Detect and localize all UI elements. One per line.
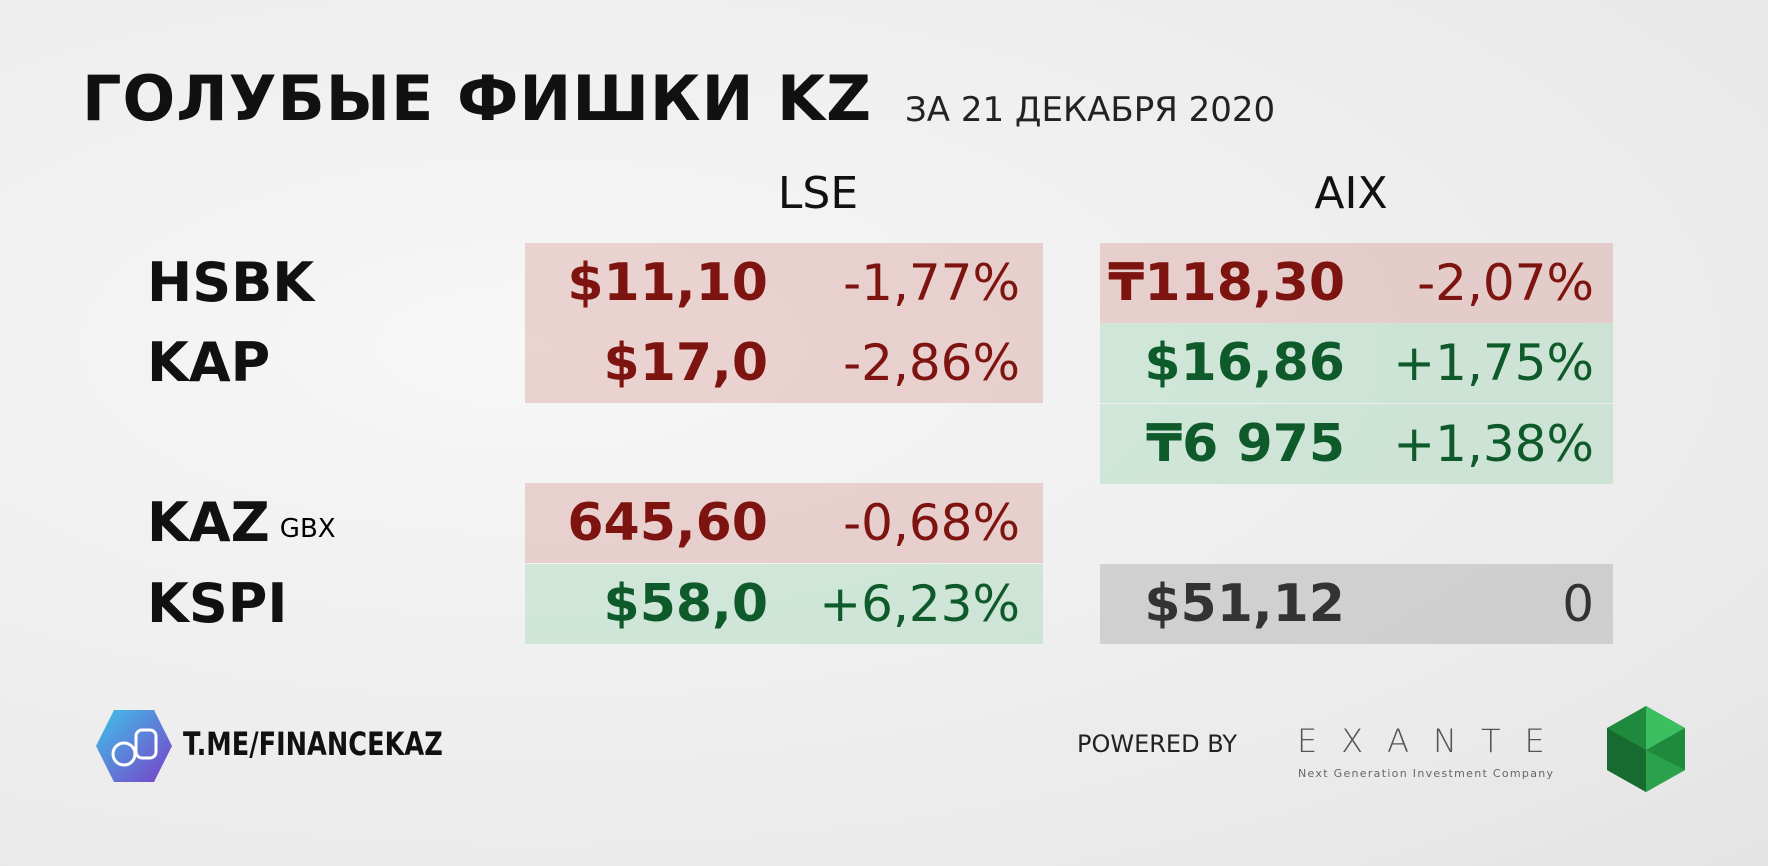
brand: EXANTE xyxy=(1297,722,1569,760)
powered-by: POWERED BY xyxy=(1077,730,1238,758)
channel-logo xyxy=(96,710,172,782)
price: 645,60 xyxy=(567,493,768,553)
price: $17,0 xyxy=(603,333,768,393)
brand-logo xyxy=(1607,706,1685,792)
quote-cell xyxy=(525,483,1043,563)
change: +1,75% xyxy=(1393,334,1594,392)
price: ₸118,30 xyxy=(1108,253,1345,313)
quote-cell xyxy=(1100,404,1613,484)
quote-cell xyxy=(525,564,1043,644)
quote-cell xyxy=(1100,564,1613,644)
column-header: AIX xyxy=(1314,168,1388,219)
change: -1,77% xyxy=(843,254,1020,312)
price: $51,12 xyxy=(1144,574,1345,634)
price: $58,0 xyxy=(603,574,768,634)
ticker: KAZ xyxy=(147,491,270,554)
unit: GBX xyxy=(279,514,336,544)
price: ₸6 975 xyxy=(1145,414,1345,474)
change: -2,07% xyxy=(1417,254,1594,312)
channel-link[interactable]: T.ME/FINANCEKAZ xyxy=(183,725,443,763)
ticker: KAP xyxy=(147,331,271,394)
subtitle: ЗА 21 ДЕКАБРЯ 2020 xyxy=(905,90,1276,130)
change: -2,86% xyxy=(843,334,1020,392)
quote-cell xyxy=(525,243,1043,323)
title: ГОЛУБЫЕ ФИШКИ KZ xyxy=(82,62,873,135)
price: $11,10 xyxy=(567,253,768,313)
tagline: Next Generation Investment Company xyxy=(1298,767,1555,780)
ticker: HSBK xyxy=(147,251,315,314)
quote-cell xyxy=(525,323,1043,403)
price: $16,86 xyxy=(1144,333,1345,393)
change: 0 xyxy=(1562,575,1594,633)
change: -0,68% xyxy=(843,494,1020,552)
quote-cell xyxy=(1100,323,1613,403)
quote-cell xyxy=(1100,243,1613,323)
change: +1,38% xyxy=(1393,415,1594,473)
column-header: LSE xyxy=(777,168,859,219)
ticker: KSPI xyxy=(147,572,288,635)
change: +6,23% xyxy=(819,575,1020,633)
